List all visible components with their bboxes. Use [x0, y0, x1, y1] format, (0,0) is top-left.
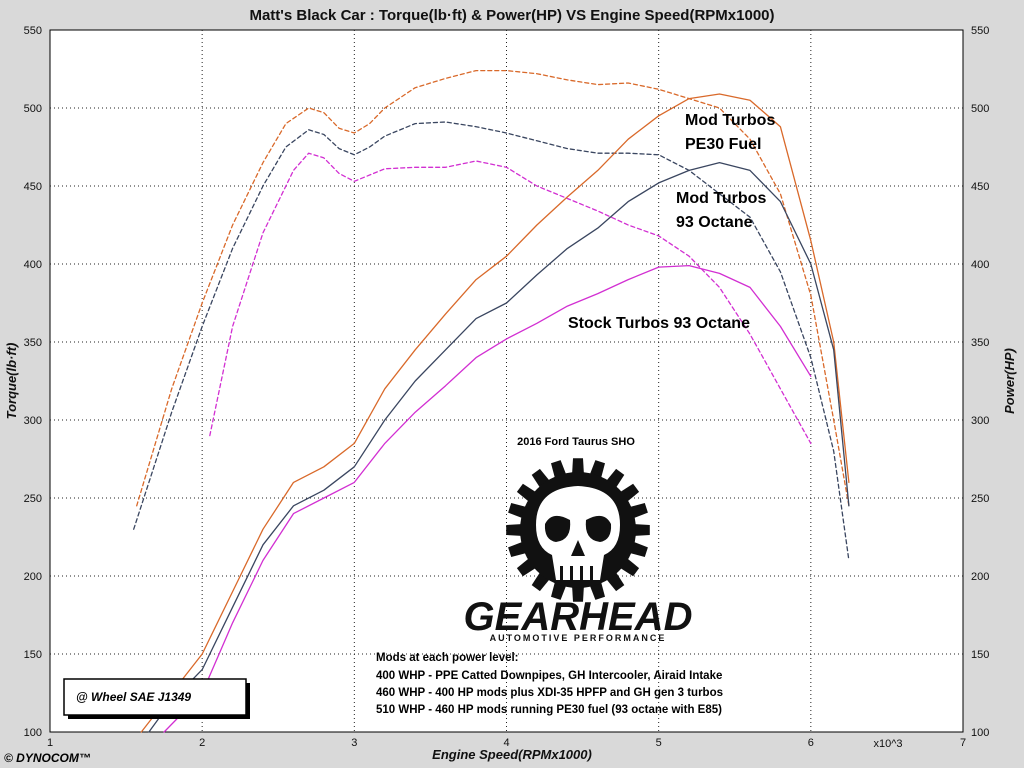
logo-subtitle: AUTOMOTIVE PERFORMANCE — [490, 633, 667, 643]
y-tick-label-left: 200 — [24, 571, 42, 583]
y-tick-label-left: 550 — [24, 25, 42, 37]
standard-box — [63, 678, 247, 716]
gear-tooth — [506, 524, 524, 536]
tick-labels: 1 2 3 4 5 6 7 100 100 150 150 200 200 250 250 300 300 350… — [24, 25, 990, 749]
y-tick-label-right: 250 — [971, 493, 989, 505]
y-tick-label-left: 150 — [24, 649, 42, 661]
standard-label: @ Wheel SAE J1349 — [76, 690, 191, 704]
series-line-1 — [133, 121, 850, 562]
series-line-0 — [136, 69, 850, 507]
y-tick-label-right: 150 — [971, 649, 989, 661]
y-tick-label-left: 400 — [24, 259, 42, 271]
series-layer — [133, 69, 850, 733]
series-line-2 — [209, 152, 812, 445]
annotation-mod-pe30-line2: PE30 Fuel — [685, 136, 761, 153]
gear-tooth — [572, 458, 584, 476]
y-tick-label-right: 550 — [971, 25, 989, 37]
y-axis-label-left: Torque(lb·ft) — [4, 343, 19, 420]
x-multiplier-label: x10^3 — [873, 738, 902, 750]
y-tick-label-right: 300 — [971, 415, 989, 427]
y-tick-label-right: 450 — [971, 181, 989, 193]
chart-title: Matt's Black Car : Torque(lb·ft) & Power… — [249, 7, 774, 24]
series-line-4 — [148, 161, 850, 733]
gear-tooth — [572, 584, 584, 602]
x-tick-label: 3 — [351, 737, 357, 749]
y-tick-label-right: 350 — [971, 337, 989, 349]
y-tick-label-left: 500 — [24, 103, 42, 115]
x-tick-label: 7 — [960, 737, 966, 749]
annotation-mod-pe30-line1: Mod Turbos — [685, 112, 775, 129]
skull-gear-icon — [506, 458, 650, 602]
x-tick-label: 2 — [199, 737, 205, 749]
mods-line-1: 400 WHP - PPE Catted Downpipes, GH Inter… — [376, 670, 722, 682]
y-tick-label-left: 450 — [24, 181, 42, 193]
mods-header: Mods at each power level: — [376, 652, 519, 664]
mods-line-2: 460 WHP - 400 HP mods plus XDI-35 HPFP a… — [376, 687, 723, 699]
x-axis-label: Engine Speed(RPMx1000) — [432, 747, 592, 762]
mods-line-3: 510 WHP - 460 HP mods running PE30 fuel … — [376, 704, 722, 716]
annotation-mod-93-line2: 93 Octane — [676, 214, 753, 231]
y-tick-label-left: 250 — [24, 493, 42, 505]
y-tick-label-left: 100 — [24, 727, 42, 739]
y-tick-label-right: 200 — [971, 571, 989, 583]
series-line-5 — [163, 264, 812, 733]
annotation-stock-93: Stock Turbos 93 Octane — [568, 315, 750, 332]
x-tick-label: 5 — [656, 737, 662, 749]
car-label: 2016 Ford Taurus SHO — [517, 436, 635, 448]
y-axis-label-right: Power(HP) — [1002, 348, 1017, 414]
y-tick-label-left: 350 — [24, 337, 42, 349]
gear-tooth — [632, 524, 650, 536]
y-tick-label-right: 100 — [971, 727, 989, 739]
logo-wordmark: GEARHEAD — [464, 595, 693, 639]
x-tick-label: 6 — [808, 737, 814, 749]
x-tick-label: 1 — [47, 737, 53, 749]
annotation-mod-93-line1: Mod Turbos — [676, 190, 766, 207]
series-line-3 — [140, 93, 850, 733]
y-tick-label-left: 300 — [24, 415, 42, 427]
brand-label: © DYNOCOM™ — [4, 751, 91, 765]
y-tick-label-right: 500 — [971, 103, 989, 115]
y-tick-label-right: 400 — [971, 259, 989, 271]
x-tick-label: 4 — [503, 737, 509, 749]
